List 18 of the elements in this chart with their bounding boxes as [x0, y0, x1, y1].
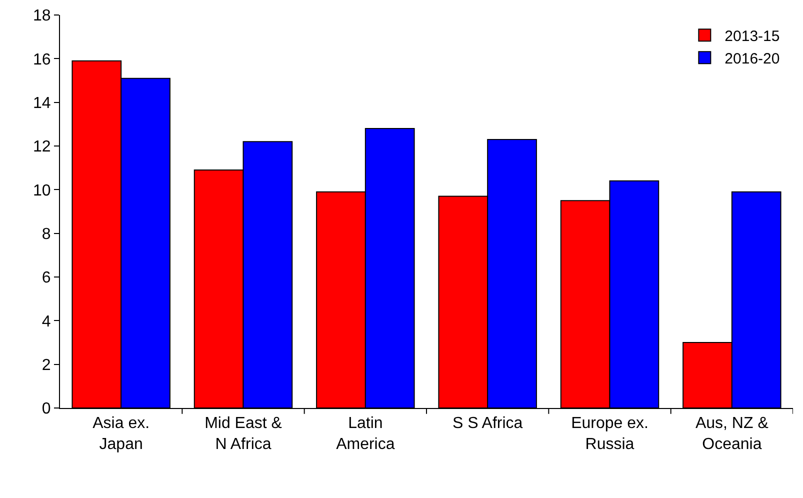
y-tick-label: 0: [42, 400, 51, 418]
y-tick-label: 12: [33, 138, 51, 156]
x-tick-label: Mid East & N Africa: [204, 415, 282, 453]
x-tick-label: Latin America: [336, 415, 395, 453]
y-tick-label: 4: [42, 313, 51, 330]
y-tick-label: 18: [33, 8, 51, 25]
x-tick-label: Europe ex. Russia: [571, 415, 648, 453]
y-tick-label: 8: [42, 226, 51, 243]
y-tick-label: 2: [42, 356, 51, 374]
y-tick-label: 14: [33, 94, 51, 112]
y-tick-label: 6: [42, 270, 51, 287]
y-tick-label: 10: [33, 182, 51, 200]
x-tick-label: S S Africa: [452, 415, 523, 432]
legend-label: 2016-20: [724, 50, 780, 68]
x-tick-label: Asia ex. Japan: [92, 415, 150, 453]
legend-label: 2013-15: [724, 28, 780, 46]
y-tick-label: 16: [33, 51, 51, 68]
x-tick-label: Aus, NZ & Oceania: [695, 415, 769, 453]
